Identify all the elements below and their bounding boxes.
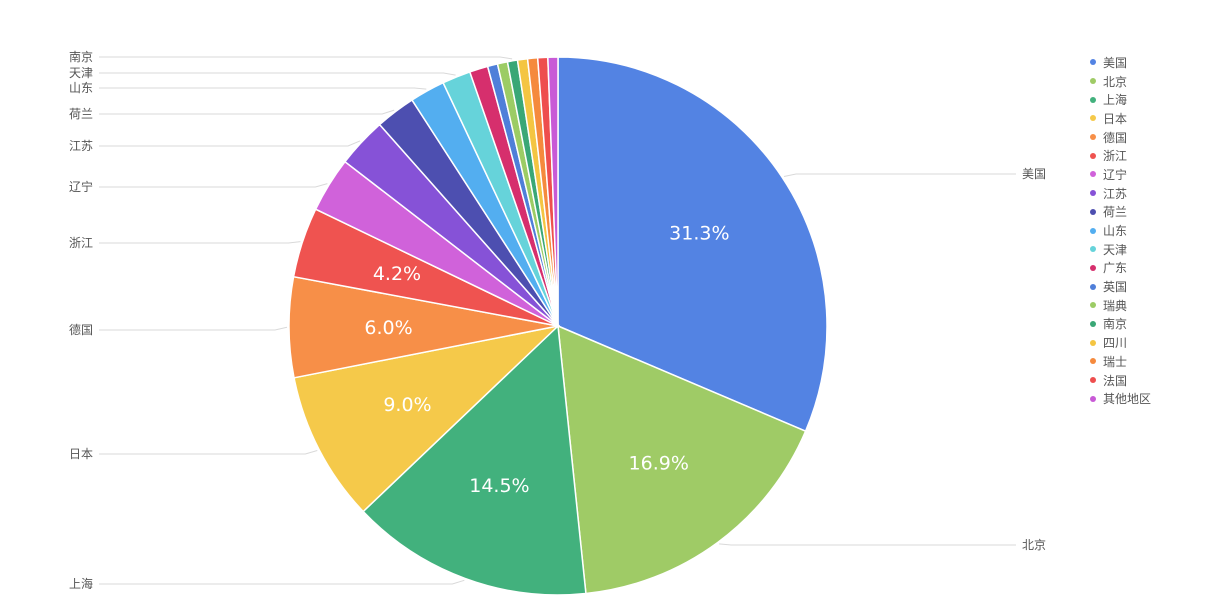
slice-value-label: 9.0% bbox=[383, 394, 431, 416]
legend-item[interactable]: 浙江 bbox=[1090, 146, 1151, 165]
legend-marker bbox=[1090, 115, 1096, 122]
legend-label: 浙江 bbox=[1103, 149, 1128, 164]
legend-item[interactable]: 瑞士 bbox=[1090, 352, 1151, 371]
legend-marker bbox=[1090, 190, 1096, 197]
leader-line bbox=[99, 87, 427, 90]
pie-slice-19[interactable] bbox=[547, 56, 559, 327]
legend-label: 上海 bbox=[1103, 93, 1128, 108]
legend-label: 美国 bbox=[1103, 55, 1128, 70]
legend-marker bbox=[1090, 96, 1096, 103]
legend-item[interactable]: 日本 bbox=[1090, 109, 1151, 128]
legend-item[interactable]: 南京 bbox=[1090, 315, 1151, 334]
leader-line bbox=[99, 183, 328, 188]
slice-value-label: 16.9% bbox=[629, 452, 689, 474]
callout-label: 日本 bbox=[69, 447, 93, 461]
pie-slices bbox=[288, 56, 828, 596]
legend-item[interactable]: 辽宁 bbox=[1090, 165, 1151, 184]
legend-item[interactable]: 广东 bbox=[1090, 259, 1151, 278]
legend-label: 其他地区 bbox=[1103, 392, 1152, 407]
legend-marker bbox=[1090, 264, 1096, 271]
callout-label: 山东 bbox=[69, 81, 93, 95]
slice-value-label: 6.0% bbox=[364, 317, 412, 339]
legend-marker bbox=[1090, 152, 1096, 159]
legend-marker bbox=[1090, 377, 1096, 384]
slice-value-label: 14.5% bbox=[469, 475, 529, 497]
legend-marker bbox=[1090, 171, 1096, 178]
legend-marker bbox=[1090, 302, 1096, 309]
legend-label: 广东 bbox=[1103, 261, 1128, 276]
pie-slice-4[interactable] bbox=[293, 324, 561, 513]
legend-item[interactable]: 其他地区 bbox=[1090, 389, 1151, 408]
callout-label: 上海 bbox=[69, 576, 93, 591]
legend-label: 德国 bbox=[1103, 130, 1128, 145]
legend-item[interactable]: 法国 bbox=[1090, 371, 1151, 390]
callout-label: 德国 bbox=[69, 322, 93, 337]
legend-item[interactable]: 德国 bbox=[1090, 128, 1151, 147]
pie-slice-2[interactable] bbox=[557, 324, 807, 595]
legend-marker bbox=[1090, 246, 1096, 253]
legend-label: 荷兰 bbox=[1103, 205, 1128, 220]
legend-marker bbox=[1090, 78, 1096, 85]
leader-line bbox=[99, 56, 513, 60]
legend-item[interactable]: 天津 bbox=[1090, 240, 1151, 259]
slice-value-label: 31.3% bbox=[669, 222, 729, 244]
pie-slice-1[interactable] bbox=[557, 56, 828, 433]
callout-label: 美国 bbox=[1022, 167, 1046, 181]
legend-item[interactable]: 山东 bbox=[1090, 221, 1151, 240]
legend-label: 南京 bbox=[1103, 317, 1128, 332]
legend-marker bbox=[1090, 395, 1096, 402]
legend-item[interactable]: 荷兰 bbox=[1090, 203, 1151, 222]
callout-label: 南京 bbox=[69, 49, 93, 64]
leader-line bbox=[783, 173, 1016, 177]
callout-label: 荷兰 bbox=[69, 107, 93, 121]
legend-label: 辽宁 bbox=[1103, 167, 1128, 182]
callout-label: 辽宁 bbox=[69, 179, 93, 194]
leader-line bbox=[99, 72, 456, 76]
legend-label: 北京 bbox=[1103, 74, 1128, 89]
legend-label: 日本 bbox=[1103, 111, 1128, 126]
legend-marker bbox=[1090, 320, 1096, 327]
legend-marker bbox=[1090, 134, 1096, 141]
legend-marker bbox=[1090, 358, 1096, 365]
legend-label: 瑞士 bbox=[1103, 354, 1128, 369]
leader-line bbox=[719, 543, 1016, 546]
legend-item[interactable]: 四川 bbox=[1090, 333, 1151, 352]
legend-item[interactable]: 北京 bbox=[1090, 72, 1151, 91]
legend-item[interactable]: 瑞典 bbox=[1090, 296, 1151, 315]
legend-label: 江苏 bbox=[1103, 186, 1128, 201]
legend: 美国北京上海日本德国浙江辽宁江苏荷兰山东天津广东英国瑞典南京四川瑞士法国其他地区 bbox=[1090, 53, 1151, 408]
legend-label: 瑞典 bbox=[1103, 298, 1128, 313]
legend-item[interactable]: 江苏 bbox=[1090, 184, 1151, 203]
legend-label: 英国 bbox=[1103, 280, 1128, 295]
legend-label: 四川 bbox=[1103, 336, 1128, 351]
callout-label: 江苏 bbox=[69, 139, 93, 153]
leader-line bbox=[99, 241, 301, 244]
value-labels: 31.3% 16.9% 14.5% 9.0% 6.0% 4.2% bbox=[364, 222, 729, 497]
legend-marker bbox=[1090, 208, 1096, 215]
leader-line bbox=[99, 140, 361, 147]
callout-label: 天津 bbox=[69, 66, 93, 80]
callout-label: 浙江 bbox=[69, 236, 93, 250]
leader-line bbox=[99, 579, 465, 585]
legend-label: 法国 bbox=[1103, 373, 1128, 388]
legend-marker bbox=[1090, 59, 1096, 66]
legend-label: 天津 bbox=[1103, 242, 1128, 257]
leader-line bbox=[99, 109, 395, 115]
callout-label: 北京 bbox=[1022, 538, 1046, 552]
legend-item[interactable]: 上海 bbox=[1090, 90, 1151, 109]
legend-item[interactable]: 美国 bbox=[1090, 53, 1151, 72]
leader-line bbox=[99, 450, 318, 455]
pie-slice-3[interactable] bbox=[362, 324, 587, 596]
leader-lines bbox=[99, 56, 1016, 585]
slice-value-label: 4.2% bbox=[373, 263, 421, 285]
legend-marker bbox=[1090, 283, 1096, 290]
legend-label: 山东 bbox=[1103, 224, 1128, 239]
legend-marker bbox=[1090, 339, 1096, 346]
leader-line bbox=[99, 326, 288, 331]
legend-marker bbox=[1090, 227, 1096, 234]
legend-item[interactable]: 英国 bbox=[1090, 277, 1151, 296]
